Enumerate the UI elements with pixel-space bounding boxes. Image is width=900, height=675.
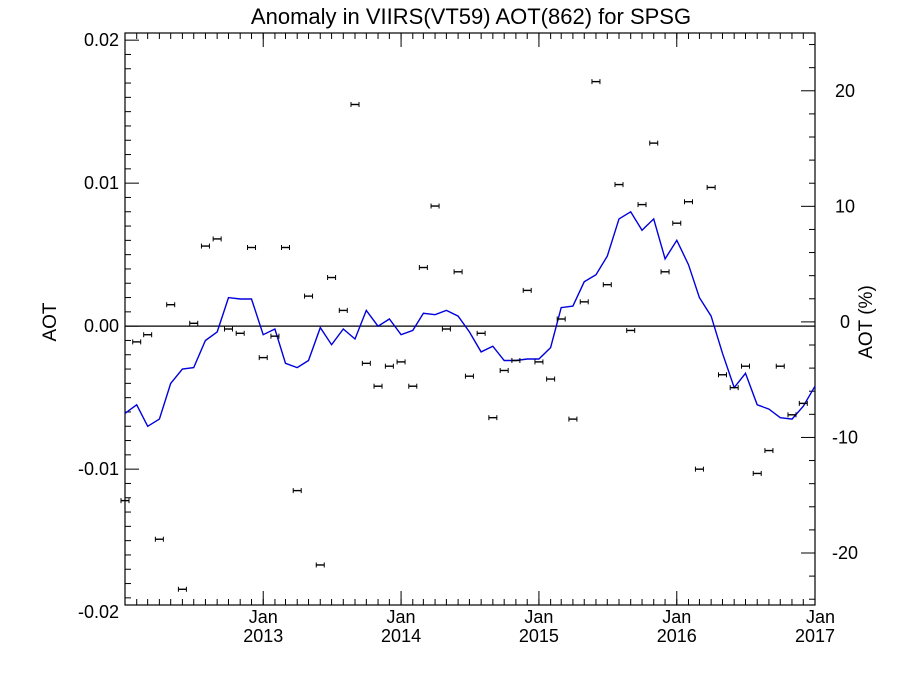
scatter-point: [143, 332, 153, 338]
scatter-point: [418, 265, 428, 271]
scatter-point: [304, 293, 314, 299]
scatter-point: [430, 203, 440, 209]
y2-tick-label: 20: [835, 81, 855, 101]
x-tick-month-label: Jan: [806, 607, 835, 627]
x-tick-year-label: 2016: [657, 626, 697, 646]
scatter-point: [764, 448, 774, 454]
scatter-point: [568, 416, 578, 422]
scatter-point: [212, 236, 222, 242]
y-tick-label: -0.02: [78, 602, 119, 622]
line-series-path: [124, 210, 816, 428]
scatter-point: [534, 359, 544, 365]
scatter-point: [706, 184, 716, 190]
scatter-point: [350, 102, 360, 107]
scatter-point: [488, 415, 498, 421]
scatter-point: [602, 282, 612, 288]
x-tick-month-label: Jan: [524, 607, 553, 627]
scatter-point: [464, 373, 474, 379]
plot-frame: [124, 32, 816, 606]
scatter-point: [626, 327, 636, 333]
scatter-point: [694, 466, 704, 472]
scatter-point: [373, 383, 383, 389]
scatter-point: [441, 326, 451, 332]
scatter-point: [292, 488, 302, 494]
scatter-point: [591, 79, 601, 85]
scatter-point: [120, 498, 130, 504]
scatter-point: [338, 307, 348, 313]
scatter-point: [672, 220, 682, 226]
scatter-point: [579, 299, 589, 305]
plot-border: [124, 32, 816, 606]
scatter-point: [315, 562, 325, 568]
y2-tick-label: 10: [835, 196, 855, 216]
scatter-point: [258, 355, 268, 361]
x-tick-year-label: 2015: [519, 626, 559, 646]
y2-tick-label: 0: [840, 312, 850, 332]
scatter-point: [132, 339, 142, 345]
scatter-point: [361, 360, 371, 366]
scatter-point: [408, 383, 418, 389]
y-axis-label: AOT: [40, 302, 61, 341]
scatter-point: [270, 333, 280, 339]
y2-axis-label: AOT (%): [856, 285, 877, 359]
scatter-point: [281, 245, 291, 250]
scatter-point: [775, 363, 785, 369]
x-tick-month-label: Jan: [387, 607, 416, 627]
scatter-point: [384, 363, 394, 369]
x-tick-month-label: Jan: [249, 607, 278, 627]
scatter-point: [637, 202, 647, 208]
scatter-point: [729, 385, 739, 391]
scatter-point: [223, 326, 233, 332]
scatter-point: [453, 269, 463, 275]
scatter-point: [235, 330, 245, 336]
scatter-point: [327, 275, 337, 281]
y2-tick-label: -20: [832, 543, 858, 563]
scatter-point: [752, 470, 762, 476]
scatter-point: [166, 302, 176, 308]
scatter-point: [614, 182, 624, 188]
y-tick-label: 0.00: [84, 316, 119, 336]
scatter-point: [476, 330, 486, 336]
scatter-point: [177, 586, 187, 592]
y2-axis-ticks: 20 10 0 -10 -20: [801, 44, 858, 600]
scatter-point: [717, 372, 727, 378]
chart-title: Anomaly in VIIRS(VT59) AOT(862) for SPSG: [251, 4, 691, 29]
y-tick-label: -0.01: [78, 459, 119, 479]
scatter-point: [660, 269, 670, 275]
scatter-point: [649, 140, 659, 146]
scatter-point: [396, 359, 406, 365]
y-tick-label: 0.02: [84, 30, 119, 50]
scatter-point: [511, 357, 521, 363]
x-tick-year-label: 2013: [243, 626, 283, 646]
x-tick-year-label: 2017: [795, 626, 835, 646]
scatter-point: [546, 376, 556, 382]
scatter-point: [247, 245, 257, 250]
line-series: [124, 210, 816, 428]
x-tick-month-label: Jan: [662, 607, 691, 627]
scatter-point: [741, 363, 751, 369]
scatter-point: [154, 536, 164, 542]
scatter-point: [499, 367, 509, 373]
scatter-point: [683, 199, 693, 205]
scatter-series: [120, 79, 808, 592]
y-axis-ticks: 0.02 0.01 0.00 -0.01 -0.02: [78, 30, 139, 622]
scatter-point: [787, 412, 797, 418]
scatter-point: [200, 243, 210, 249]
y2-tick-label: -10: [832, 427, 858, 447]
scatter-point: [798, 400, 808, 406]
scatter-point: [522, 287, 532, 293]
scatter-point: [556, 316, 566, 322]
x-tick-year-label: 2014: [381, 626, 421, 646]
y-tick-label: 0.01: [84, 173, 119, 193]
scatter-point: [189, 320, 199, 326]
